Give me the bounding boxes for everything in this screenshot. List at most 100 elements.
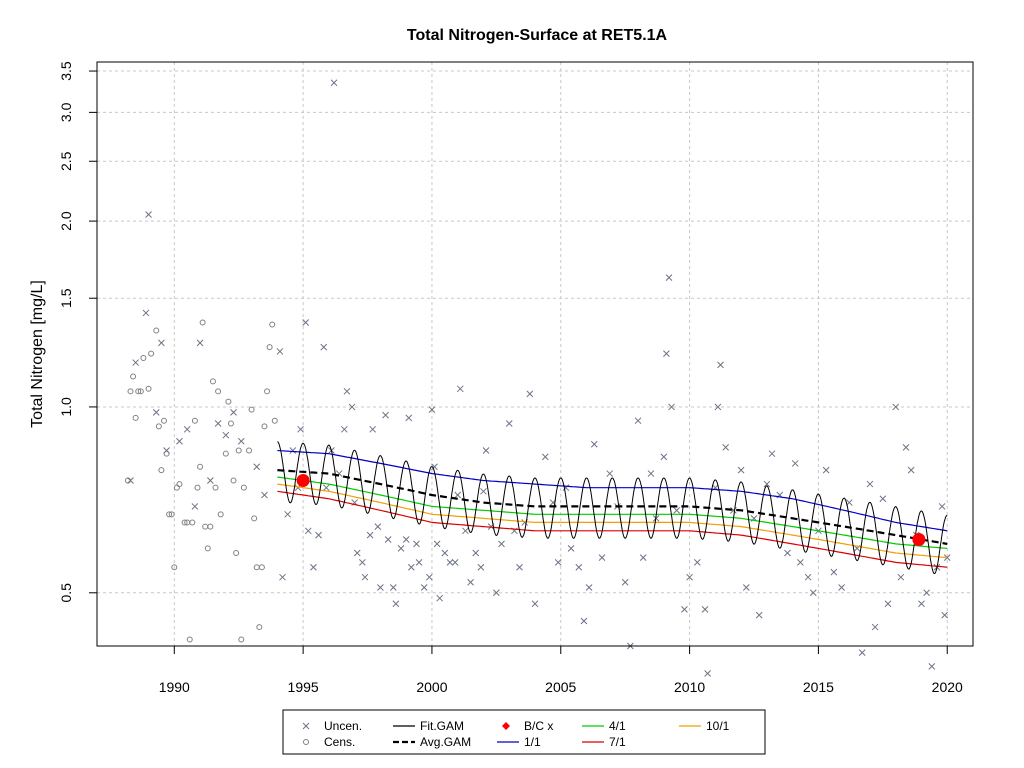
uncensored-point-stroke [142, 309, 150, 317]
legend-symbol-diamond [502, 722, 510, 730]
uncensored-point-stroke [389, 584, 397, 591]
uncensored-point-stroke [714, 403, 722, 411]
uncensored-point-stroke [634, 417, 642, 425]
uncensored-point [261, 491, 268, 499]
uncensored-point-stroke [701, 606, 709, 613]
uncensored-point-stroke [531, 600, 539, 608]
uncensored-point-stroke [938, 503, 946, 510]
uncensored-point [928, 663, 936, 670]
uncensored-point [531, 600, 539, 608]
uncensored-point-stroke [482, 447, 490, 454]
uncensored-point [441, 549, 449, 557]
censored-point [176, 481, 183, 488]
censored-point [246, 447, 253, 454]
uncensored-point-stroke [343, 387, 351, 395]
uncensored-point [943, 554, 951, 562]
censored-point [207, 523, 214, 530]
uncensored-point [389, 584, 397, 591]
uncensored-point [541, 453, 549, 461]
uncensored-point [693, 559, 701, 566]
uncensored-point-stroke [804, 573, 812, 581]
uncensored-point [717, 361, 724, 369]
censored-point [240, 484, 247, 491]
uncensored-point [505, 420, 513, 427]
uncensored-point [575, 563, 583, 571]
legend-item: Fit.GAM [393, 719, 464, 733]
uncensored-point-stroke [384, 536, 392, 543]
bc-point [296, 474, 310, 488]
uncensored-point [580, 617, 588, 625]
uncensored-point [492, 589, 500, 597]
uncensored-point-stroke [405, 414, 413, 422]
uncensored-point-stroke [477, 563, 485, 571]
chart-title: Total Nitrogen-Surface at RET5.1A [407, 27, 668, 44]
uncensored-point [621, 578, 629, 586]
censored-point [160, 417, 167, 424]
uncensored-point-stroke [838, 584, 845, 591]
uncensored-point-stroke [567, 545, 575, 552]
uncensored-point [722, 444, 730, 451]
uncensored-point [446, 559, 454, 566]
uncensored-point-stroke [382, 411, 389, 419]
censored-point [233, 549, 240, 556]
uncensored-point-stroke [505, 420, 513, 427]
uncensored-point-stroke [322, 484, 330, 492]
uncensored-point [405, 414, 413, 422]
x-tick-label: 2015 [803, 679, 834, 695]
line-7-1 [277, 490, 948, 568]
x-tick-label: 2020 [932, 679, 963, 695]
censored-point [132, 414, 139, 421]
uncensored-point-stroke [897, 573, 905, 581]
censored-point [140, 355, 147, 362]
uncensored-point [348, 403, 356, 411]
uncensored-point-stroke [183, 425, 191, 433]
uncensored-point [302, 319, 310, 326]
uncensored-point [377, 584, 384, 591]
uncensored-point-stroke [717, 361, 724, 369]
uncensored-point-stroke [253, 463, 261, 471]
uncensored-point-stroke [428, 406, 436, 413]
uncensored-point [237, 437, 245, 445]
uncensored-point [454, 491, 462, 499]
uncensored-point-stroke [554, 559, 562, 566]
uncensored-point-stroke [768, 450, 776, 458]
uncensored-point [498, 540, 505, 548]
uncensored-point-stroke [377, 584, 384, 591]
uncensored-point [884, 600, 892, 608]
y-tick-label: 3.5 [58, 61, 74, 81]
uncensored-point [554, 559, 562, 566]
legend-item: B/C x [502, 719, 553, 733]
series-layer [124, 79, 951, 677]
legend-item: 10/1 [679, 719, 730, 733]
y-axis: 0.5 1.0 1.5 2.0 2.5 3.0 3.5 [58, 61, 97, 603]
uncensored-point-stroke [222, 431, 230, 439]
censored-point [209, 378, 216, 385]
uncensored-point-stroke [441, 549, 449, 557]
legend-item: Uncen. [302, 719, 362, 733]
uncensored-point-stroke [681, 606, 688, 613]
uncensored-point [784, 549, 791, 557]
uncensored-point-stroke [176, 437, 183, 445]
censored-point [238, 636, 245, 643]
uncensored-point [830, 568, 838, 576]
uncensored-point-stroke [304, 527, 312, 535]
uncensored-point-stroke [420, 584, 428, 591]
uncensored-point-stroke [660, 453, 668, 461]
uncensored-point [660, 453, 668, 461]
uncensored-point [472, 549, 480, 557]
uncensored-point [462, 527, 469, 535]
uncensored-point [902, 444, 910, 451]
y-axis-label: Total Nitrogen [mg/L] [29, 280, 46, 428]
uncensored-point-stroke [830, 568, 838, 576]
censored-point [158, 467, 165, 474]
uncensored-point [737, 466, 745, 474]
uncensored-point-stroke [426, 573, 433, 581]
uncensored-point-stroke [621, 578, 629, 586]
uncensored-point [433, 540, 441, 548]
uncensored-point-stroke [871, 623, 879, 631]
uncensored-point-stroke [214, 420, 222, 427]
y-tick-label: 1.5 [58, 288, 74, 308]
censored-point [271, 417, 278, 424]
legend-label: B/C x [524, 719, 553, 733]
censored-point [127, 388, 134, 395]
